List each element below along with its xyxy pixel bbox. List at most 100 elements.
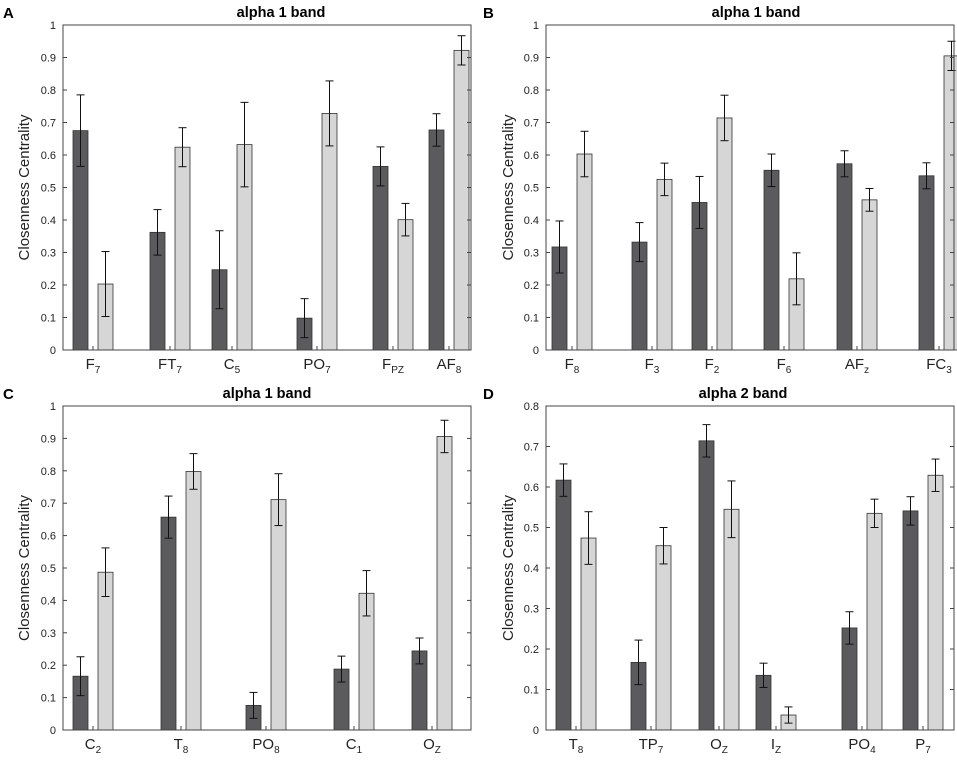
y-tick-label: 0.4 <box>524 215 539 227</box>
bar-light <box>453 49 470 351</box>
y-tick-label: 0.1 <box>524 313 539 325</box>
y-tick-label: 0.6 <box>524 482 539 494</box>
x-tick-label: TP7 <box>639 736 664 756</box>
bar-dark <box>698 440 715 731</box>
y-tick-label: 0.8 <box>41 466 56 478</box>
y-tick-label: 0 <box>533 725 539 737</box>
y-tick-label: 0.9 <box>524 53 539 65</box>
bar-light <box>185 471 202 731</box>
y-tick-label: 0.8 <box>524 401 539 413</box>
x-tick-label: F2 <box>705 356 720 376</box>
x-tick-label: PO8 <box>252 736 280 756</box>
bar-dark <box>918 175 935 351</box>
bar-light <box>270 499 287 731</box>
y-tick-label: 0.3 <box>524 604 539 616</box>
y-tick-label: 0.1 <box>41 313 56 325</box>
y-tick-label: 0.7 <box>41 498 56 510</box>
bar-dark <box>428 129 445 351</box>
y-axis-label: Closenness Centrality <box>500 114 517 260</box>
plot-frame <box>62 405 472 731</box>
bar-light <box>656 178 673 351</box>
y-tick-label: 1 <box>50 401 56 413</box>
y-tick-label: 0.8 <box>524 85 539 97</box>
panel-letter: D <box>483 386 494 403</box>
y-tick-label: 1 <box>533 20 539 32</box>
x-tick-label: F3 <box>645 356 660 376</box>
bar-light <box>866 512 883 731</box>
x-tick-label: C5 <box>224 356 241 376</box>
panel-letter: C <box>3 386 14 403</box>
bar-dark <box>902 510 919 731</box>
plot-frame <box>545 24 955 351</box>
y-tick-label: 0.4 <box>41 595 56 607</box>
x-tick-label: P7 <box>915 736 931 756</box>
bar-light <box>943 55 957 351</box>
bar-light <box>580 537 597 731</box>
y-tick-label: 0.4 <box>41 215 56 227</box>
y-tick-label: 0.9 <box>41 433 56 445</box>
x-tick-label: AF8 <box>437 356 462 376</box>
bar-light <box>716 117 733 351</box>
plot-frame <box>62 24 472 351</box>
panel-letter: A <box>3 5 14 22</box>
bar-light <box>436 436 453 731</box>
bar-dark <box>160 516 177 731</box>
y-tick-label: 0.5 <box>524 183 539 195</box>
y-tick-label: 0.9 <box>41 53 56 65</box>
x-tick-label: T8 <box>569 736 584 756</box>
bar-dark <box>555 479 572 731</box>
y-tick-label: 0 <box>50 725 56 737</box>
y-tick-label: 0.3 <box>41 628 56 640</box>
x-tick-label: C2 <box>85 736 102 756</box>
y-tick-label: 0.2 <box>524 644 539 656</box>
x-tick-label: IZ <box>771 736 781 756</box>
bar-light <box>861 199 878 351</box>
chart-title: alpha 1 band <box>237 5 326 21</box>
x-tick-label: OZ <box>710 736 728 756</box>
x-tick-label: FC3 <box>926 356 952 376</box>
y-tick-label: 0.1 <box>524 685 539 697</box>
x-tick-label: F7 <box>86 356 101 376</box>
y-tick-label: 0.7 <box>41 118 56 130</box>
y-tick-label: 0.3 <box>41 248 56 260</box>
bar-dark <box>763 169 780 351</box>
y-axis-label: Closenness Centrality <box>16 114 33 260</box>
bar-light <box>397 219 414 351</box>
y-tick-label: 0.6 <box>41 531 56 543</box>
y-axis-label: Closenness Centrality <box>16 495 33 641</box>
x-tick-label: T8 <box>174 736 189 756</box>
bar-light <box>321 113 338 351</box>
y-tick-label: 0.3 <box>524 248 539 260</box>
bar-light <box>174 146 191 351</box>
y-tick-label: 0.5 <box>41 183 56 195</box>
y-tick-label: 0.2 <box>41 280 56 292</box>
bar-light <box>723 508 740 731</box>
x-tick-label: OZ <box>423 736 441 756</box>
y-tick-label: 0.4 <box>524 563 539 575</box>
y-tick-label: 0.7 <box>524 442 539 454</box>
plot-frame <box>545 405 955 731</box>
x-tick-label: F8 <box>565 356 580 376</box>
x-tick-label: FT7 <box>158 356 182 376</box>
x-tick-label: F6 <box>777 356 792 376</box>
y-tick-label: 0.5 <box>41 563 56 575</box>
bar-dark <box>836 163 853 351</box>
y-tick-label: 1 <box>50 20 56 32</box>
y-tick-label: 0.2 <box>524 280 539 292</box>
y-tick-label: 0 <box>533 345 539 357</box>
y-tick-label: 0.5 <box>524 523 539 535</box>
x-tick-label: AFz <box>845 356 869 376</box>
y-tick-label: 0.7 <box>524 118 539 130</box>
y-tick-label: 0.1 <box>41 693 56 705</box>
bar-light <box>576 153 593 351</box>
bar-light <box>655 545 672 731</box>
chart-title: alpha 1 band <box>223 386 312 402</box>
x-tick-label: PO7 <box>303 356 331 376</box>
y-tick-label: 0.2 <box>41 660 56 672</box>
y-tick-label: 0.8 <box>41 85 56 97</box>
x-tick-label: FPZ <box>382 356 404 376</box>
